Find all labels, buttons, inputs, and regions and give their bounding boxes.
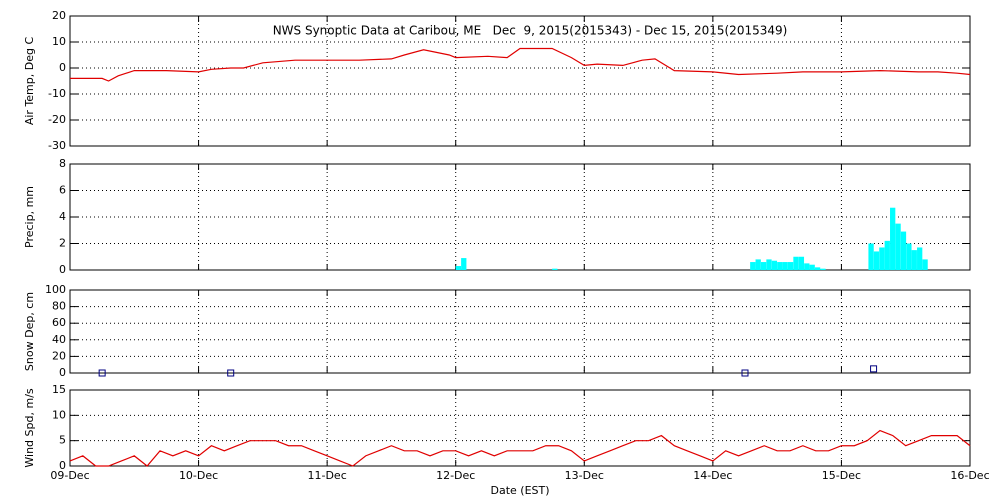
y-tick-label: 80 — [52, 300, 66, 313]
panel-frame — [69, 389, 971, 467]
y-tick-label: 10 — [52, 35, 66, 48]
bar — [798, 256, 805, 270]
bar — [814, 267, 821, 270]
bar — [787, 262, 794, 270]
bar — [911, 250, 917, 270]
bar — [760, 262, 767, 270]
y-tick-label: 0 — [59, 459, 66, 472]
y-axis-label: Air Temp, Deg C — [23, 37, 36, 126]
y-tick-label: -10 — [48, 87, 66, 100]
x-tick-label: 15-Dec — [822, 469, 861, 482]
y-axis-label: Snow Dep, cm — [23, 292, 36, 371]
y-tick-label: 6 — [59, 184, 66, 197]
y-tick-label: 100 — [45, 283, 66, 296]
y-tick-label: 0 — [59, 366, 66, 379]
bar — [868, 243, 874, 270]
y-tick-label: 40 — [52, 333, 66, 346]
x-tick-label: 13-Dec — [565, 469, 604, 482]
marker — [870, 365, 878, 373]
marker — [741, 369, 749, 377]
bar — [804, 263, 810, 270]
bar — [884, 240, 890, 270]
bar — [793, 256, 799, 270]
bar — [777, 262, 783, 270]
y-tick-label: 0 — [59, 263, 66, 276]
bar — [895, 223, 901, 270]
y-tick-label: 10 — [52, 408, 66, 421]
bar — [461, 258, 467, 270]
x-tick-label: 14-Dec — [693, 469, 732, 482]
bar — [873, 251, 880, 270]
y-tick-label: 4 — [59, 210, 66, 223]
x-tick-label: 12-Dec — [436, 469, 475, 482]
panel-frame — [69, 289, 971, 374]
y-tick-label: 20 — [52, 349, 66, 362]
y-tick-label: 15 — [52, 383, 66, 396]
x-tick-label: 11-Dec — [308, 469, 347, 482]
bar — [890, 207, 896, 270]
x-tick-label: 16-Dec — [950, 469, 989, 482]
y-tick-label: 0 — [59, 61, 66, 74]
data-line — [70, 47, 971, 82]
x-tick-label: 10-Dec — [179, 469, 218, 482]
bar — [900, 231, 907, 270]
bar — [782, 262, 788, 270]
bar — [552, 268, 558, 270]
marker — [98, 369, 106, 377]
y-tick-label: 20 — [52, 9, 66, 22]
bar — [906, 243, 912, 270]
x-tick-label: 09-Dec — [50, 469, 89, 482]
marker — [227, 369, 235, 377]
y-axis-label: Precip, mm — [23, 186, 36, 248]
y-tick-label: -20 — [48, 113, 66, 126]
bar — [750, 262, 756, 270]
bar — [917, 247, 923, 270]
data-line — [69, 429, 971, 467]
y-tick-label: 5 — [59, 434, 66, 447]
x-axis-label: Date (EST) — [490, 484, 549, 497]
y-tick-label: 2 — [59, 237, 66, 250]
y-tick-label: 60 — [52, 316, 66, 329]
bar — [771, 260, 778, 270]
y-tick-label: 8 — [59, 157, 66, 170]
y-tick-label: -30 — [48, 139, 66, 152]
bar — [820, 268, 826, 270]
chart-title: NWS Synoptic Data at Caribou, ME Dec 9, … — [273, 24, 788, 38]
bar — [755, 259, 761, 270]
bar — [922, 259, 928, 270]
bar — [455, 266, 462, 270]
bar — [879, 247, 885, 270]
bar — [809, 264, 815, 270]
y-axis-label: Wind Spd, m/s — [23, 388, 36, 468]
bar — [766, 259, 772, 270]
